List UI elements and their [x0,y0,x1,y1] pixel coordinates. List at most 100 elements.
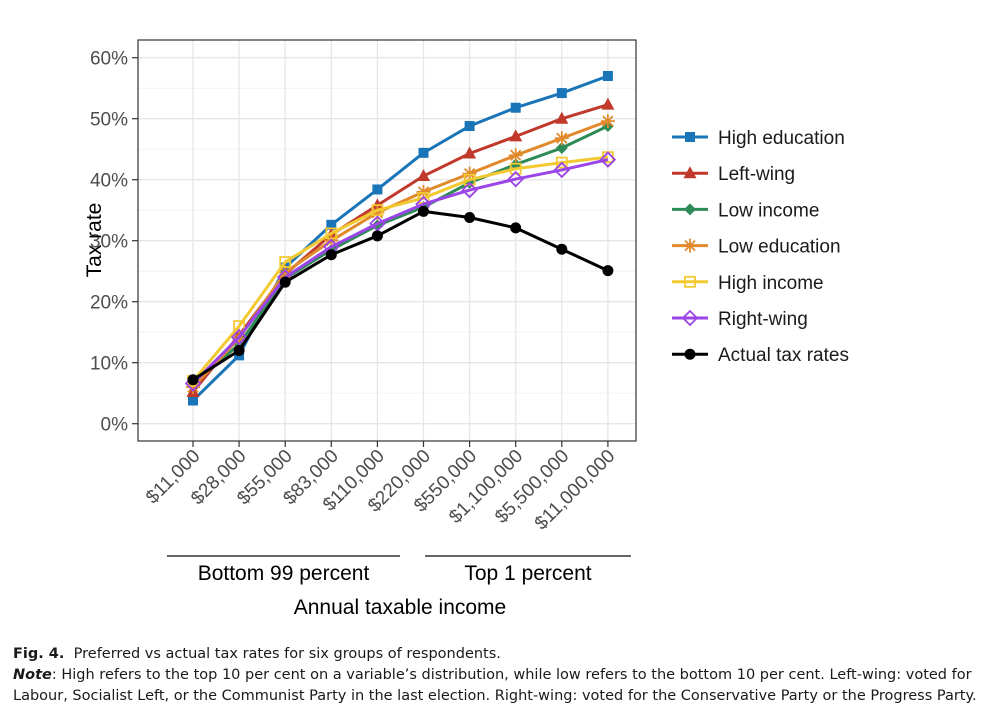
data-point-low-education [554,131,569,146]
series-line-right-wing [191,158,609,385]
data-point-high-income [279,256,292,268]
caption-title: Preferred vs actual tax rates for six gr… [73,646,501,662]
legend-item-low-income: Low income [672,200,819,221]
series-layer [184,71,617,406]
legend-label: High education [718,128,845,149]
asterisk-stroke [602,115,614,127]
data-point-left-wing [417,169,430,182]
data-point-actual-tax-rates [187,374,199,386]
asterisk-stroke [684,239,696,252]
series-actual-tax-rates [187,205,614,386]
data-point-actual-tax-rates [233,345,245,356]
y-tick-label: 60% [90,49,128,70]
legend-label: Actual tax rates [718,345,849,366]
income-group-brackets: Bottom 99 percent Top 1 percent [167,555,631,585]
asterisk-stroke [556,132,568,144]
caption-note: Note: High refers to the top 10 per cent… [13,665,988,707]
series-low-education [186,114,615,395]
series-high-income [187,151,614,387]
data-point-high-education [602,71,613,81]
asterisk-stroke [279,266,291,279]
data-point-high-education [326,219,337,230]
data-point-low-education [600,114,615,129]
line-chart: 0% 10% 20% 30% 40% 50% 60% $11,000$28,000$55,0… [83,39,849,619]
data-point-high-education [418,147,429,158]
legend-label: Right-wing [718,309,808,330]
legend-key-marker [683,166,697,179]
data-point-high-education [556,88,567,99]
series-low-income [187,120,614,391]
group-label: Top 1 percent [464,562,591,585]
data-point-high-income [463,173,476,186]
y-tick-label: 30% [90,232,128,253]
data-point-low-education [508,148,523,163]
legend-item-left-wing: Left-wing [672,164,795,185]
legend-label: Low income [718,200,819,221]
data-point-left-wing [555,111,569,124]
series-high-education [188,71,613,406]
data-point-left-wing [509,129,523,142]
y-tick-label: 50% [90,110,128,131]
figure-caption: Fig. 4. Preferred vs actual tax rates fo… [13,644,988,707]
data-point-high-education [188,395,198,406]
legend-item-high-education: High education [672,128,845,149]
data-point-high-income [371,204,384,217]
data-point-actual-tax-rates [279,276,291,288]
data-point-high-income [509,162,522,175]
legend-key-marker [685,132,695,142]
legend-key-marker [684,348,696,360]
data-point-right-wing [507,170,524,188]
series-line-left-wing [191,103,609,393]
data-point-low-education [462,166,477,181]
group-label: Bottom 99 percent [198,562,370,585]
data-point-left-wing [463,146,477,159]
y-tick-label: 40% [90,171,128,192]
data-point-actual-tax-rates [602,265,614,277]
legend-key-marker [683,238,697,253]
legend-key-marker [684,275,696,288]
y-tick-label: 10% [90,354,128,375]
data-point-high-income [555,156,568,169]
series-line-high-income [191,155,609,382]
note-text: : High refers to the top 10 per cent on … [13,667,977,704]
data-point-actual-tax-rates [510,222,522,234]
data-point-low-income [555,141,568,154]
data-point-high-education [510,102,521,113]
asterisk-stroke [510,149,522,161]
y-tick-label: 20% [90,293,128,314]
legend-label: High income [718,273,824,294]
data-point-right-wing [553,161,571,179]
series-line-actual-tax-rates [192,209,609,382]
series-line-low-income [192,124,609,386]
data-point-left-wing [601,97,615,110]
data-point-actual-tax-rates [371,230,383,242]
y-axis-title: Tax rate [83,203,106,278]
note-label: Note [13,667,52,683]
data-point-actual-tax-rates [556,243,568,255]
legend-key-marker [681,309,699,327]
data-point-actual-tax-rates [418,205,429,217]
data-point-actual-tax-rates [464,212,476,224]
data-point-right-wing [230,328,248,346]
data-point-high-education [464,121,475,132]
data-point-right-wing [599,151,617,168]
series-line-low-education [191,119,609,389]
x-axis-title: Annual taxable income [294,596,506,619]
legend-item-right-wing: Right-wing [672,309,808,330]
minor-gridlines [138,87,636,394]
legend-item-high-income: High income [672,273,824,294]
figure-label: Fig. 4. [13,646,65,662]
data-point-high-education [372,184,383,195]
asterisk-stroke [463,167,476,180]
y-axis: 0% 10% 20% 30% 40% 50% 60% [90,49,138,436]
legend-label: Left-wing [718,164,795,185]
x-axis: $11,000$28,000$55,000$83,000$110,000$220… [142,441,619,534]
legend-item-actual-tax-rates: Actual tax rates [672,345,849,366]
legend: High education Left-wing Low income Low edu… [672,128,849,366]
y-tick-label: 0% [101,415,129,436]
asterisk-stroke [417,186,430,198]
data-point-high-income [325,227,338,240]
data-point-right-wing [461,181,478,199]
legend-label: Low education [718,237,841,258]
legend-item-low-education: Low education [672,237,841,258]
